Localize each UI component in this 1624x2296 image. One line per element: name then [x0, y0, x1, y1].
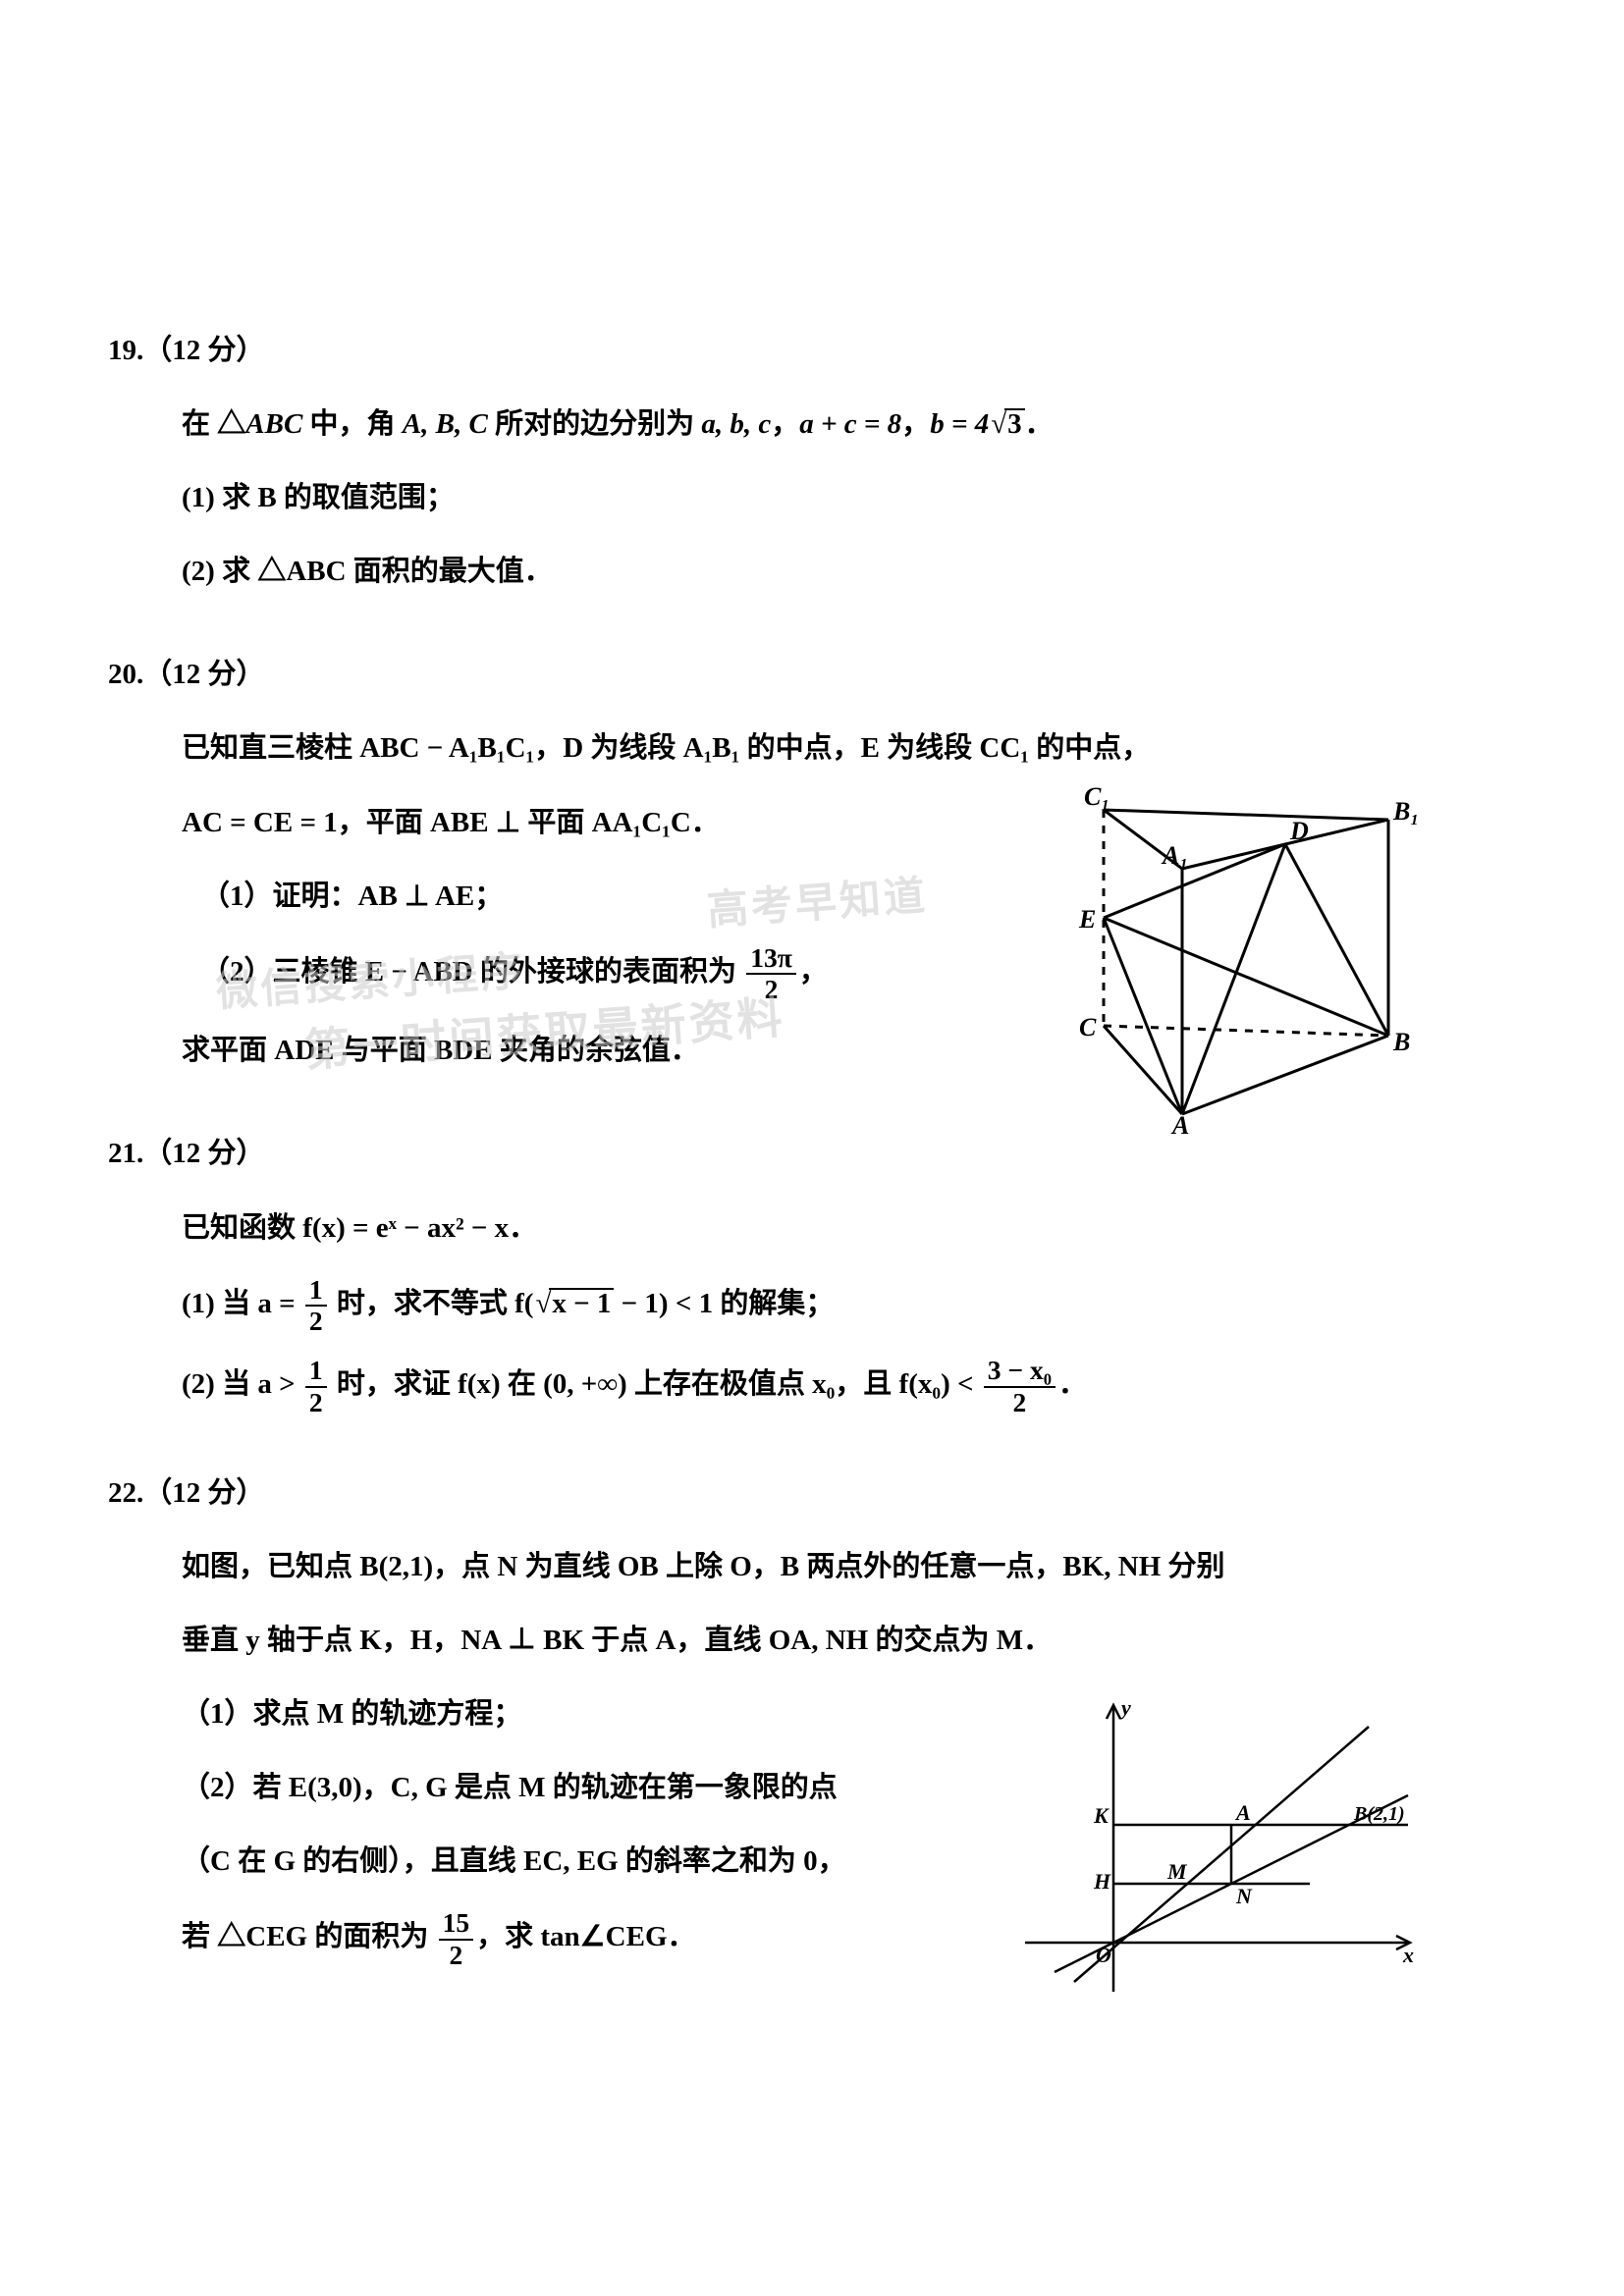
q21-body: 已知函数 f(x) = eˣ − ax² − x． (1) 当 a = 12 时…	[108, 1201, 1516, 1417]
q22-diagram: y x O B(2,1) K H A N M	[1015, 1697, 1418, 2020]
denominator: 2	[305, 1388, 327, 1417]
label-k: K	[1093, 1803, 1110, 1828]
label-h: H	[1093, 1869, 1111, 1894]
label-a1: A₁	[1161, 841, 1188, 870]
coord-svg: y x O B(2,1) K H A N M	[1015, 1697, 1418, 2002]
label-b: B	[1392, 1028, 1410, 1056]
label-a: A	[1234, 1800, 1251, 1825]
q19-part2: (2) 求 △ABC 面积的最大值．	[182, 545, 1516, 599]
text: ．	[1025, 408, 1054, 440]
label-e: E	[1078, 905, 1096, 934]
fraction-icon: 12	[305, 1356, 327, 1417]
fraction-icon: 12	[305, 1275, 327, 1337]
numerator: 1	[305, 1356, 327, 1387]
q20-body: 已知直三棱柱 ABC − A₁B₁C₁，D 为线段 A₁B₁ 的中点，E 为线段…	[108, 721, 1516, 1078]
text: 在 △	[182, 408, 245, 440]
text: b = 4	[930, 408, 989, 440]
text: a, b, c	[701, 408, 771, 440]
label-b: B(2,1)	[1353, 1803, 1405, 1825]
denominator: 2	[984, 1388, 1056, 1417]
label-x: x	[1402, 1943, 1414, 1967]
numerator: 15	[439, 1908, 474, 1940]
text: A, B, C	[403, 408, 488, 440]
fraction-icon: 3 − x₀2	[984, 1356, 1056, 1417]
label-b1: B₁	[1392, 797, 1418, 826]
q21-part2: (2) 当 a > 12 时，求证 f(x) 在 (0, +∞) 上存在极值点 …	[182, 1356, 1516, 1417]
text: 时，求证 f(x) 在 (0, +∞) 上存在极值点 x₀，且 f(x₀) <	[330, 1368, 981, 1400]
q19-stem: 在 △ABC 中，角 A, B, C 所对的边分别为 a, b, c，a + c…	[182, 398, 1516, 452]
text: (2) 当 a >	[182, 1368, 302, 1400]
q22-body: 如图，已知点 B(2,1)，点 N 为直线 OB 上除 O，B 两点外的任意一点…	[108, 1540, 1516, 1970]
numerator: 13π	[746, 943, 796, 975]
q21-line1: 已知函数 f(x) = eˣ − ax² − x．	[182, 1201, 1516, 1255]
q19-header: 19.（12 分）	[108, 324, 1516, 378]
label-d: D	[1289, 817, 1309, 845]
fraction-icon: 13π2	[746, 943, 796, 1005]
denominator: 2	[305, 1307, 327, 1336]
q20-diagram: C₁ B₁ A₁ D E C B A	[1045, 780, 1418, 1152]
q22-line2: 垂直 y 轴于点 K，H，NA ⊥ BK 于点 A，直线 OA, NH 的交点为…	[182, 1614, 1516, 1668]
text: ，求 tan∠CEG．	[476, 1921, 695, 1952]
label-c1: C₁	[1084, 782, 1110, 811]
text: ABC	[245, 408, 302, 440]
denominator: 2	[746, 975, 796, 1004]
text: x − 1	[549, 1288, 614, 1318]
text: (1) 当 a =	[182, 1288, 302, 1319]
q22-header: 22.（12 分）	[108, 1467, 1516, 1521]
label-a: A	[1170, 1111, 1189, 1134]
sqrt-icon: √	[991, 408, 1006, 440]
q21-part1: (1) 当 a = 12 时，求不等式 f(√x − 1 − 1) < 1 的解…	[182, 1275, 1516, 1337]
fraction-icon: 152	[439, 1908, 474, 1970]
q19-part1: (1) 求 B 的取值范围；	[182, 471, 1516, 525]
numerator: 3 − x₀	[984, 1356, 1056, 1387]
text: a + c = 8	[799, 408, 901, 440]
text: 时，求不等式 f(	[330, 1288, 534, 1319]
text: 中，角	[302, 408, 403, 440]
prism-svg: C₁ B₁ A₁ D E C B A	[1045, 780, 1418, 1134]
text: ，	[901, 408, 930, 440]
text: 所对的边分别为	[488, 408, 702, 440]
numerator: 1	[305, 1275, 327, 1307]
q20-line1: 已知直三棱柱 ABC − A₁B₁C₁，D 为线段 A₁B₁ 的中点，E 为线段…	[182, 721, 1516, 775]
text: ．	[1058, 1368, 1087, 1400]
text: − 1) < 1 的解集；	[614, 1288, 834, 1319]
text: 3	[1004, 408, 1025, 439]
q22-line1: 如图，已知点 B(2,1)，点 N 为直线 OB 上除 O，B 两点外的任意一点…	[182, 1540, 1516, 1594]
label-n: N	[1235, 1884, 1253, 1908]
text: ，	[799, 956, 828, 988]
denominator: 2	[439, 1941, 474, 1970]
exam-page: 19.（12 分） 在 △ABC 中，角 A, B, C 所对的边分别为 a, …	[0, 0, 1624, 2088]
label-o: O	[1096, 1943, 1111, 1967]
sqrt-icon: √	[535, 1288, 551, 1319]
label-c: C	[1079, 1013, 1097, 1041]
text: ，	[771, 408, 799, 440]
q20-header: 20.（12 分）	[108, 648, 1516, 702]
q19-body: 在 △ABC 中，角 A, B, C 所对的边分别为 a, b, c，a + c…	[108, 398, 1516, 599]
text: （2）三棱锥 E − ABD 的外接球的表面积为	[201, 956, 743, 988]
text: 若 △CEG 的面积为	[182, 1921, 436, 1952]
label-m: M	[1166, 1859, 1188, 1884]
